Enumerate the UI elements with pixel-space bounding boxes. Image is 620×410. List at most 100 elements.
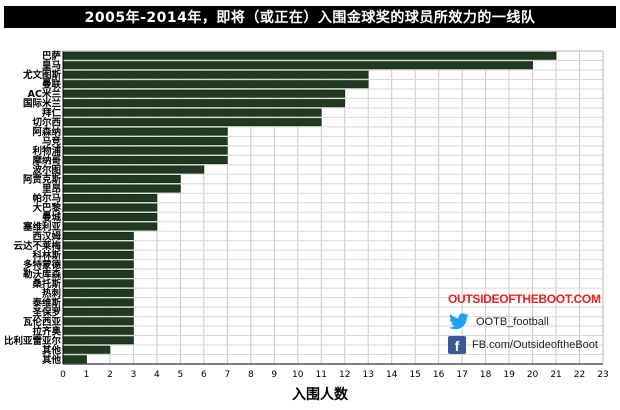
category-label: 泰维斯 [31, 297, 61, 309]
x-tick-label: 22 [574, 370, 585, 380]
x-tick-label: 12 [339, 370, 350, 380]
brand-facebook[interactable]: f FB.com/OutsideoftheBoot [448, 336, 598, 354]
bar [62, 336, 134, 345]
bar [62, 269, 134, 278]
bar [62, 279, 134, 288]
category-label: 曼城 [42, 211, 62, 223]
x-tick-label: 9 [271, 370, 277, 380]
bar [62, 184, 181, 193]
category-label: 切尔西 [32, 117, 61, 129]
brand-twitter[interactable]: OOTB_football [448, 313, 549, 331]
x-tick-label: 7 [224, 370, 230, 380]
bar [62, 156, 228, 165]
bar [62, 70, 369, 79]
bar [62, 355, 87, 364]
category-label: 巴萨 [42, 50, 62, 62]
category-label: 波尔图 [32, 164, 61, 176]
x-tick-label: 1 [84, 370, 90, 380]
category-label: 热刺 [42, 287, 61, 299]
category-label: 阿森纳 [32, 126, 61, 138]
bar [62, 127, 228, 136]
category-label: 勒沃库森 [23, 268, 62, 280]
bar [62, 307, 134, 316]
facebook-page: FB.com/OutsideoftheBoot [472, 339, 598, 351]
category-label: 利物浦 [31, 145, 61, 157]
brand-site[interactable]: OUTSIDEOFTHEBOOT.COM [448, 292, 601, 306]
x-tick-label: 0 [60, 370, 66, 380]
category-label: 里昂 [42, 183, 61, 195]
category-label: 比利亚雷亚尔 [4, 335, 62, 347]
x-axis-label: 入围人数 [292, 387, 348, 403]
axes [62, 50, 604, 365]
x-tick-label: 21 [550, 370, 561, 380]
bar [62, 203, 158, 212]
category-label: 瓦伦西亚 [23, 316, 62, 328]
category-label: 大巴黎 [32, 202, 61, 214]
category-label: 皇马 [42, 60, 61, 72]
category-label: 曼联 [42, 79, 62, 91]
x-tick-label: 4 [154, 370, 160, 380]
bar [62, 317, 134, 326]
bar [62, 298, 134, 307]
category-label: 拜仁 [42, 107, 62, 119]
bar [62, 250, 134, 259]
x-tick-label: 2 [107, 370, 113, 380]
x-tick-label: 17 [456, 370, 467, 380]
category-label: 拉齐奥 [32, 325, 61, 337]
category-label: 西汉姆 [32, 230, 61, 242]
bar [62, 241, 134, 250]
bar [62, 61, 533, 70]
bar [62, 326, 134, 335]
bar [62, 99, 346, 108]
bar [62, 175, 181, 184]
x-tick-label: 15 [409, 370, 420, 380]
bar [62, 80, 369, 89]
bar [62, 231, 134, 240]
bar [62, 89, 346, 98]
bar [62, 118, 322, 127]
x-tick-label: 8 [248, 370, 254, 380]
x-tick-label: 10 [292, 370, 304, 380]
x-tick-label: 14 [386, 370, 398, 380]
category-label: AC米兰 [28, 88, 62, 100]
twitter-handle: OOTB_football [476, 316, 549, 328]
category-label: 塞维利亚 [22, 221, 62, 233]
x-tick-label: 16 [433, 370, 445, 380]
category-label: 帕尔马 [32, 193, 61, 205]
x-tick-label: 3 [131, 370, 137, 380]
bar [62, 165, 205, 174]
bar [62, 345, 111, 354]
category-label: 摩纳哥 [32, 155, 61, 167]
bar [62, 212, 158, 221]
category-label: 国际米兰 [23, 98, 62, 110]
category-label: 多特蒙德 [23, 259, 62, 271]
bar [62, 51, 557, 60]
x-tick-label: 20 [527, 370, 539, 380]
category-label: 其他 [42, 354, 62, 366]
category-label: 云达不莱梅 [13, 240, 61, 252]
category-labels: 巴萨皇马尤文图斯曼联AC米兰国际米兰拜仁切尔西阿森纳马竞利物浦摩纳哥波尔图阿贾克… [4, 50, 62, 366]
category-label: 马竞 [42, 136, 62, 148]
bar [62, 146, 228, 155]
bar [62, 194, 158, 203]
category-label: 尤文图斯 [22, 69, 62, 81]
twitter-bird-icon [449, 313, 469, 330]
x-tick-label: 11 [316, 370, 327, 380]
bars [62, 51, 557, 364]
x-tick-label: 23 [597, 370, 608, 380]
bar [62, 260, 134, 269]
bar [62, 288, 134, 297]
category-label: 阿贾克斯 [23, 174, 62, 186]
bar [62, 137, 228, 146]
bar [62, 222, 158, 231]
category-label: 其他 [42, 344, 62, 356]
x-tick-label: 18 [480, 370, 492, 380]
chart-title: 2005年-2014年，即将（或正在）入围金球奖的球员所效力的一线队 [4, 6, 616, 28]
bar [62, 108, 322, 117]
x-tick-label: 6 [201, 370, 207, 380]
x-tick-label: 5 [178, 370, 184, 380]
facebook-f-icon: f [448, 336, 466, 354]
category-label: 桑托斯 [32, 278, 61, 290]
category-label: 科林斯 [32, 249, 61, 261]
